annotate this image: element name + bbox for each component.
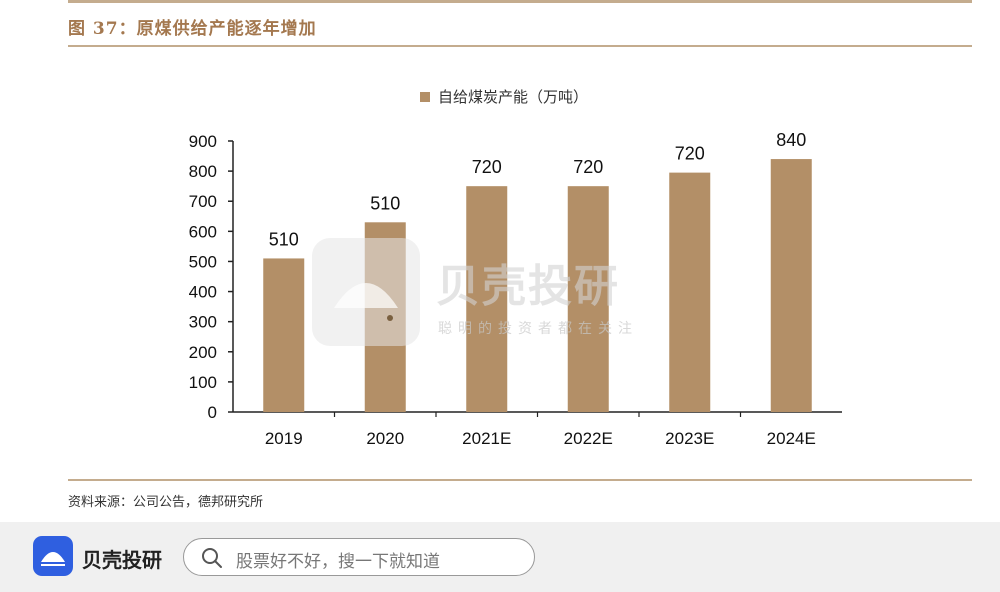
value-label-2019: 510: [269, 229, 299, 249]
search-icon: [202, 548, 222, 568]
app-logo-icon[interactable]: [33, 536, 73, 576]
legend-label: 自给煤炭产能（万吨）: [438, 88, 588, 106]
figure-title: 图 37：原煤供给产能逐年增加: [68, 19, 317, 39]
x-tick-label-2023E: 2023E: [665, 429, 714, 448]
x-tick-label-2019: 2019: [265, 429, 303, 448]
app-name[interactable]: 贝壳投研: [82, 548, 162, 572]
value-label-2024E: 840: [776, 130, 806, 150]
x-tick-label-2021E: 2021E: [462, 429, 511, 448]
y-tick-label: 0: [208, 403, 217, 422]
bar-2020: [364, 222, 406, 412]
value-label-2023E: 720: [675, 144, 705, 164]
x-tick-label-2022E: 2022E: [564, 429, 613, 448]
y-tick-label: 900: [189, 132, 217, 151]
x-tick-label-2020: 2020: [366, 429, 404, 448]
y-tick-label: 600: [189, 222, 217, 241]
legend-swatch: [420, 92, 430, 102]
bar-2019: [263, 258, 305, 412]
y-tick-label: 100: [189, 373, 217, 392]
bar-chart: 自给煤炭产能（万吨） 0100200300400500600700800900 …: [189, 88, 842, 448]
value-label-2021E: 720: [472, 157, 502, 177]
y-tick-label: 300: [189, 313, 217, 332]
source-note: 资料来源：公司公告，德邦研究所: [68, 495, 264, 510]
y-tick-label: 500: [189, 252, 217, 271]
bar-2024E: [770, 159, 812, 412]
bar-2021E: [466, 186, 508, 412]
search-placeholder: 股票好不好，搜一下就知道: [236, 552, 440, 572]
y-tick-label: 400: [189, 283, 217, 302]
x-axis: 2019 2020 2021E 2022E 2023E 2024E: [233, 411, 842, 448]
top-rule: [68, 0, 972, 3]
source-rule: [68, 479, 972, 481]
value-label-2022E: 720: [573, 157, 603, 177]
bars-group: [263, 159, 812, 412]
title-rule: [68, 45, 972, 47]
value-labels-group: 510 510 720 720 720 840: [269, 130, 807, 249]
bottom-bar: 贝壳投研 股票好不好，搜一下就知道: [0, 522, 1000, 592]
y-tick-label: 700: [189, 192, 217, 211]
x-tick-label-2024E: 2024E: [767, 429, 816, 448]
search-input[interactable]: 股票好不好，搜一下就知道: [183, 538, 535, 576]
y-tick-label: 800: [189, 162, 217, 181]
bar-2022E: [567, 186, 609, 412]
value-label-2020: 510: [370, 193, 400, 213]
y-tick-label: 200: [189, 343, 217, 362]
legend: 自给煤炭产能（万吨）: [420, 88, 588, 106]
bar-2023E: [669, 172, 711, 412]
y-axis: 0 100 200 300 400 500 600 700 800 900: [189, 132, 234, 422]
